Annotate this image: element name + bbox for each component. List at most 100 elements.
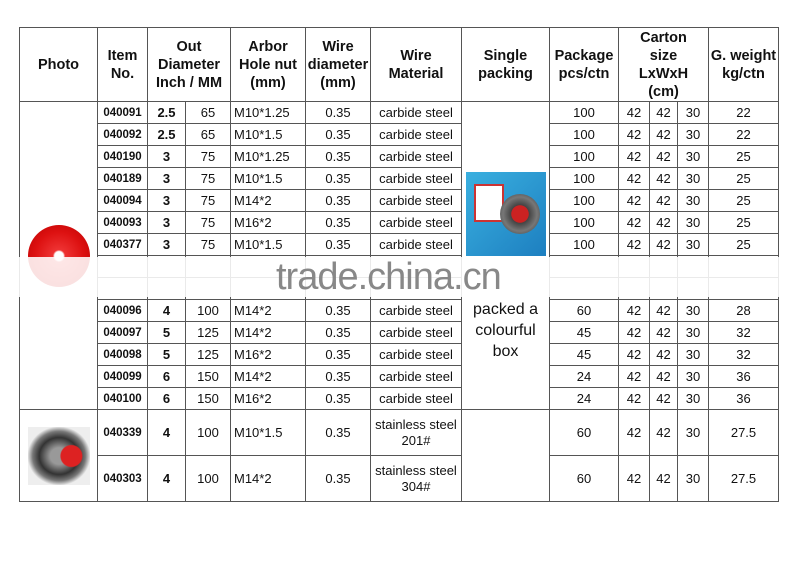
table-row: 040100 6 150 M16*2 0.35 carbide steel 24 42 42 30…: [20, 387, 779, 410]
cell-w: 42: [649, 233, 678, 256]
cell-l: 42: [618, 189, 650, 212]
cell-item: 040339: [97, 409, 148, 456]
cell-kg: 27.5: [708, 455, 779, 502]
colour-box-image: [465, 172, 546, 256]
cell-h: 30: [677, 167, 709, 190]
cell-arbor: M16*2: [230, 211, 306, 234]
cell-kg: 32: [708, 343, 779, 366]
cell-inch: 3: [147, 233, 186, 256]
cell-arbor: M10*1.5: [230, 233, 306, 256]
cell-wire: 0.35: [305, 123, 371, 146]
cell-item: 040092: [97, 123, 148, 146]
cell-pcs: 100: [549, 211, 619, 234]
cell-h: 30: [677, 299, 709, 322]
cell-arbor: M10*1.25: [230, 145, 306, 168]
cell-h: 30: [677, 387, 709, 410]
cell-w: 42: [649, 189, 678, 212]
cell-mm: 125: [185, 343, 231, 366]
cell-arbor: M10*1.25: [230, 101, 306, 124]
cell-arbor: M14*2: [230, 365, 306, 388]
cell-material: carbide steel: [370, 101, 462, 124]
table-row: 040190 3 75 M10*1.25 0.35 carbide steel 100 42 4…: [20, 145, 779, 168]
cell-kg: 22: [708, 101, 779, 124]
cell-arbor: M16*2: [230, 343, 306, 366]
table-row: 040097 5 125 M14*2 0.35 carbide steel 45 42 42 30…: [20, 321, 779, 344]
cell-inch: 4: [147, 409, 186, 456]
cell-inch: 2.5: [147, 101, 186, 124]
cell-pcs: 60: [549, 455, 619, 502]
cell-w: 42: [649, 387, 678, 410]
cell-item: 040099: [97, 365, 148, 388]
cell-wire: 0.35: [305, 455, 371, 502]
cell-item: 040377: [97, 233, 148, 256]
table-row: 040093 3 75 M16*2 0.35 carbide steel 100 42 42 30…: [20, 211, 779, 234]
cell-h: 30: [677, 321, 709, 344]
cell-material: carbide steel: [370, 299, 462, 322]
table-row: 040094 3 75 M14*2 0.35 carbide steel 100 42 42 30…: [20, 189, 779, 212]
cell-arbor: M10*1.5: [230, 167, 306, 190]
cell-inch: 6: [147, 387, 186, 410]
cell-mm: 65: [185, 123, 231, 146]
cell-arbor: M14*2: [230, 299, 306, 322]
cell-wire: 0.35: [305, 167, 371, 190]
cell-material: carbide steel: [370, 387, 462, 410]
cell-material: carbide steel: [370, 189, 462, 212]
header-single-packing: Single packing: [461, 27, 550, 102]
cell-material: stainless steel 201#: [370, 409, 462, 456]
cell-pcs: 100: [549, 101, 619, 124]
cell-item: 040098: [97, 343, 148, 366]
table-row: 040091 2.5 65 M10*1.25 0.35 carbide steel pack…: [19, 101, 779, 410]
cell-pcs: 24: [549, 387, 619, 410]
cell-h: 30: [677, 145, 709, 168]
twisted-cup-brush-image: [27, 426, 90, 485]
cell-material: carbide steel: [370, 123, 462, 146]
cell-kg: 36: [708, 387, 779, 410]
cell-inch: 2.5: [147, 123, 186, 146]
cell-pcs: 100: [549, 145, 619, 168]
cell-kg: 27.5: [708, 409, 779, 456]
cell-wire: 0.35: [305, 365, 371, 388]
cell-w: 42: [649, 123, 678, 146]
table-row: 040099 6 150 M14*2 0.35 carbide steel 24 42 42 30…: [20, 365, 779, 388]
header-weight: G. weight kg/ctn: [708, 27, 779, 102]
cell-kg: 25: [708, 211, 779, 234]
cell-l: 42: [618, 233, 650, 256]
cell-h: 30: [677, 455, 709, 502]
header-package: Package pcs/ctn: [549, 27, 619, 102]
cell-kg: 25: [708, 145, 779, 168]
cell-pcs: 100: [549, 189, 619, 212]
cell-h: 30: [677, 211, 709, 234]
cell-pcs: 45: [549, 343, 619, 366]
header-row: Photo Item No. Out Diameter Inch / MM Ar…: [19, 27, 779, 102]
cell-material: carbide steel: [370, 321, 462, 344]
cell-inch: 3: [147, 189, 186, 212]
cell-h: 30: [677, 123, 709, 146]
cell-h: 30: [677, 189, 709, 212]
cell-item: 040303: [97, 455, 148, 502]
watermark: trade.china.cn: [276, 256, 502, 298]
cell-kg: 32: [708, 321, 779, 344]
cell-item: 040097: [97, 321, 148, 344]
cell-l: 42: [618, 343, 650, 366]
cell-wire: 0.35: [305, 145, 371, 168]
cell-material: carbide steel: [370, 211, 462, 234]
cell-arbor: M10*1.5: [230, 123, 306, 146]
cell-h: 30: [677, 343, 709, 366]
cell-l: 42: [618, 101, 650, 124]
cell-l: 42: [618, 145, 650, 168]
header-carton: Carton size LxWxH (cm): [618, 27, 709, 102]
cell-material: carbide steel: [370, 167, 462, 190]
cell-arbor: M14*2: [230, 189, 306, 212]
cell-pcs: 100: [549, 233, 619, 256]
cell-material: carbide steel: [370, 233, 462, 256]
cell-wire: 0.35: [305, 233, 371, 256]
cell-mm: 75: [185, 233, 231, 256]
cell-w: 42: [649, 211, 678, 234]
cell-inch: 5: [147, 343, 186, 366]
cell-w: 42: [649, 365, 678, 388]
cell-pcs: 24: [549, 365, 619, 388]
table-row: 040377 3 75 M10*1.5 0.35 carbide steel 100 42 42…: [20, 233, 779, 256]
cell-inch: 3: [147, 211, 186, 234]
cell-arbor: M16*2: [230, 387, 306, 410]
cell-l: 42: [618, 167, 650, 190]
